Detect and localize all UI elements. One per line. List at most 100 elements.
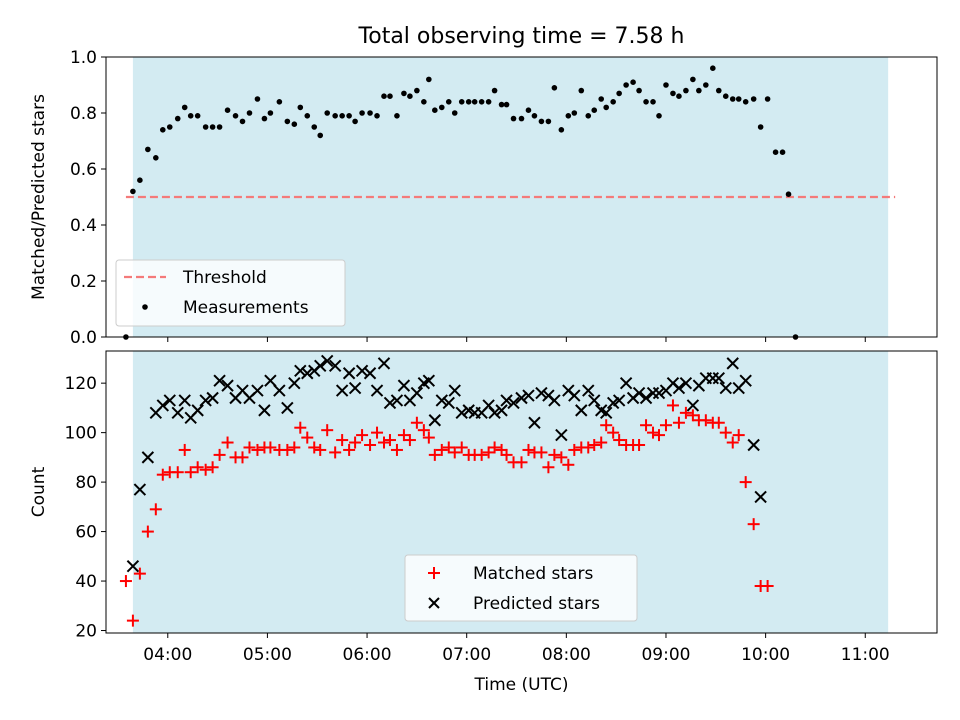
measurement-point: [153, 155, 159, 161]
measurement-point: [471, 99, 478, 105]
matched-star-point: [294, 421, 307, 434]
measurement-point: [764, 96, 771, 102]
measurement-point: [297, 104, 304, 111]
predicted-star-point: [206, 391, 219, 405]
measurements-legend-swatch: [142, 304, 148, 310]
predicted-star-point: [141, 451, 155, 464]
matched-legend-swatch: [428, 567, 440, 579]
predicted-point-b: [178, 394, 191, 407]
predicted-point-b: [390, 394, 404, 407]
predicted-point-b: [548, 394, 561, 407]
measurement-point: [267, 110, 274, 116]
ratio-panel: 0.0 0.2 0.4 0.6 0.8 1.0 Total observing time …: [29, 24, 938, 348]
measurement-point: [346, 113, 352, 119]
matched-star-point: [448, 446, 461, 459]
predicted-point-b: [163, 394, 176, 407]
measurement-point: [650, 99, 656, 105]
measurement-point: [503, 101, 510, 108]
matched-star-point: [562, 458, 575, 471]
measurement-point: [525, 107, 532, 113]
predicted-star-point: [568, 389, 581, 402]
x-tick-label: 09:00: [641, 645, 690, 665]
predicted-point-b: [410, 386, 424, 400]
measurement-point: [491, 87, 498, 94]
matched-star-point: [221, 436, 234, 449]
predicted-star-point: [555, 428, 568, 442]
matched-star-point: [600, 419, 613, 432]
measurement-point: [663, 82, 669, 88]
count-legend-box: [404, 554, 638, 622]
predicted-star-point: [515, 391, 528, 405]
measurement-point: [137, 177, 143, 183]
predicted-star-point: [428, 414, 442, 427]
matched-star-point: [251, 443, 264, 456]
predicted-point-b: [141, 451, 155, 464]
measurement-point: [317, 132, 324, 139]
predicted-point-b: [370, 384, 384, 397]
matched-star-point: [761, 580, 774, 592]
measurement-point: [130, 188, 136, 195]
measurement-point: [710, 65, 716, 71]
predicted-point-b: [251, 384, 264, 397]
predicted-star-point: [294, 364, 307, 377]
measurement-point: [676, 93, 682, 99]
matched-star-point: [364, 439, 377, 451]
matched-star-point: [149, 503, 162, 516]
matched-star-point: [726, 436, 739, 449]
predicted-point-b: [726, 357, 739, 370]
predicted-star-point: [363, 367, 377, 380]
predicted-star-point: [288, 376, 301, 390]
predicted-point-b: [679, 376, 693, 390]
predicted-legend-swatch: [428, 597, 440, 609]
matched-star-point: [522, 443, 535, 456]
predicted-point-b: [221, 379, 234, 392]
ratio-legend: Threshold Measurements: [115, 259, 346, 327]
predicted-star-point: [575, 404, 588, 417]
ratio-x-ticks: [167, 337, 866, 342]
measurements-legend-label: Measurements: [183, 298, 309, 318]
predicted-point-b: [213, 374, 226, 387]
measurement-point: [421, 99, 427, 105]
predicted-star-point: [348, 381, 362, 395]
count-panel: 20 40 60 80 100 120 04:00 05:00 06:00 07:00 08:00…: [29, 350, 938, 695]
ratio-y-ticks: 0.0 0.2 0.4 0.6 0.8 1.0: [70, 48, 106, 348]
predicted-star-point: [328, 359, 342, 373]
predicted-point-b: [342, 367, 356, 380]
matched-legend-label: Matched stars: [473, 564, 593, 584]
matched-star-point: [301, 431, 314, 444]
count-axes-frame: [105, 350, 938, 634]
matched-star-point: [314, 443, 327, 456]
measurement-point: [304, 113, 311, 119]
measurement-point: [174, 115, 181, 122]
predicted-star-point: [639, 391, 653, 405]
predicted-star-point: [156, 399, 170, 412]
matched-star-point: [515, 456, 528, 469]
measurement-point: [458, 99, 465, 105]
predicted-point-b: [397, 379, 411, 392]
matched-star-point: [712, 416, 725, 429]
predicted-point-b: [377, 357, 391, 370]
measurement-point: [291, 121, 298, 127]
measurement-point: [209, 124, 216, 130]
measurement-point: [438, 104, 445, 111]
predicted-star-point: [355, 364, 369, 377]
predicted-point-b: [568, 389, 581, 402]
predicted-point-b: [288, 376, 301, 390]
matched-star-point: [377, 436, 390, 449]
predicted-star-point: [488, 406, 501, 420]
measurement-point: [571, 110, 578, 116]
measurement-point: [367, 110, 373, 116]
matched-star-point: [555, 451, 568, 464]
predicted-star-point: [507, 396, 520, 410]
matched-star-point: [213, 448, 226, 461]
measurement-point: [485, 99, 492, 105]
predicted-point-b: [171, 406, 184, 420]
y-tick-label: 20: [75, 622, 97, 642]
matched-star-point: [281, 443, 294, 456]
measurement-point: [603, 104, 609, 111]
predicted-point-b: [588, 394, 601, 407]
matched-star-point: [588, 439, 601, 451]
y-tick-label: 0.4: [70, 216, 97, 236]
measurement-point: [232, 113, 239, 119]
measurement-point: [432, 107, 438, 113]
